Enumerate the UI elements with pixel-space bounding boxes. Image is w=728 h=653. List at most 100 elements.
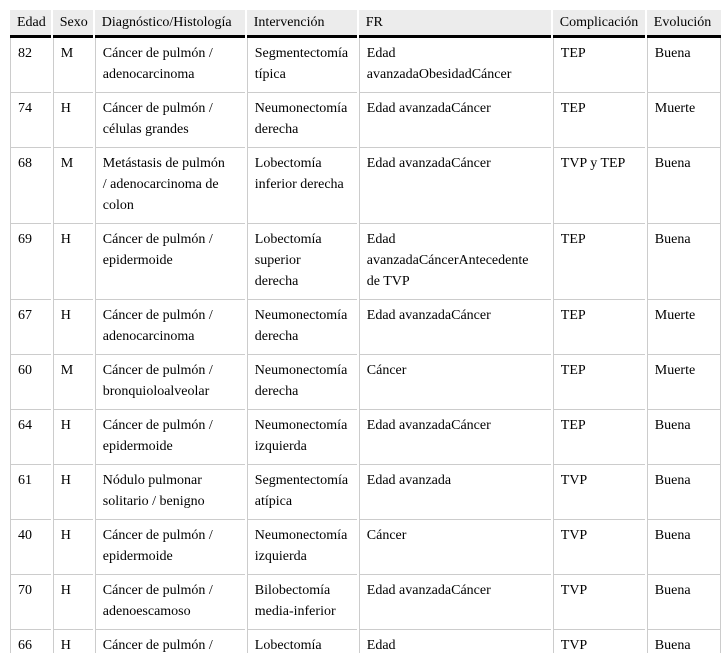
table-row: 64 H Cáncer de pulmón / epidermoide Neumone…	[10, 410, 721, 465]
cell-complicacion: TVP	[552, 575, 645, 630]
cell-fr: Edad avanzadaCáncer	[358, 575, 551, 630]
cell-evolucion: Buena	[646, 38, 721, 93]
column-header-sexo: Sexo	[52, 10, 93, 38]
table-row: 70 H Cáncer de pulmón / adenoescamoso Bilob…	[10, 575, 721, 630]
cell-sexo: M	[52, 38, 93, 93]
cell-sexo: H	[52, 630, 93, 653]
cell-diagnostico: Cáncer de pulmón / epidermoide	[94, 630, 245, 653]
table-row: 40 H Cáncer de pulmón / epidermoide Neumone…	[10, 520, 721, 575]
cell-complicacion: TVP	[552, 630, 645, 653]
cell-edad: 74	[10, 93, 51, 148]
cell-intervencion: Segmentectomía típica	[246, 38, 357, 93]
cell-sexo: H	[52, 410, 93, 465]
cell-sexo: H	[52, 300, 93, 355]
table-row: 61 H Nódulo pulmonar solitario / benigno Se…	[10, 465, 721, 520]
cell-intervencion: Segmentectomía atípica	[246, 465, 357, 520]
cell-sexo: H	[52, 465, 93, 520]
cell-evolucion: Buena	[646, 410, 721, 465]
column-header-intervencion: Intervención	[246, 10, 357, 38]
cell-evolucion: Buena	[646, 520, 721, 575]
column-header-edad: Edad	[10, 10, 51, 38]
patients-table: Edad Sexo Diagnóstico/Histología Interve…	[8, 10, 723, 653]
cell-complicacion: TEP	[552, 355, 645, 410]
column-header-fr: FR	[358, 10, 551, 38]
cell-complicacion: TEP	[552, 224, 645, 300]
cell-evolucion: Muerte	[646, 300, 721, 355]
table-body: 82 M Cáncer de pulmón / adenocarcinoma Segm…	[10, 38, 721, 653]
cell-diagnostico: Cáncer de pulmón / bronquioloalveolar	[94, 355, 245, 410]
cell-edad: 68	[10, 148, 51, 224]
cell-evolucion: Buena	[646, 148, 721, 224]
table-header: Edad Sexo Diagnóstico/Histología Interve…	[10, 10, 721, 38]
cell-diagnostico: Cáncer de pulmón / células grandes	[94, 93, 245, 148]
column-header-diagnostico: Diagnóstico/Histología	[94, 10, 245, 38]
cell-intervencion: Bilobectomía media-inferior	[246, 575, 357, 630]
cell-complicacion: TVP	[552, 465, 645, 520]
cell-sexo: H	[52, 224, 93, 300]
cell-fr: Cáncer	[358, 520, 551, 575]
cell-fr: Cáncer	[358, 355, 551, 410]
cell-edad: 60	[10, 355, 51, 410]
cell-evolucion: Buena	[646, 465, 721, 520]
cell-edad: 40	[10, 520, 51, 575]
cell-intervencion: Neumonectomía izquierda	[246, 410, 357, 465]
table-row: 69 H Cáncer de pulmón / epidermoide Lobecto…	[10, 224, 721, 300]
cell-intervencion: Neumonectomía derecha	[246, 300, 357, 355]
cell-complicacion: TVP y TEP	[552, 148, 645, 224]
cell-fr: Edad avanzada	[358, 465, 551, 520]
cell-edad: 70	[10, 575, 51, 630]
cell-edad: 66	[10, 630, 51, 653]
cell-edad: 64	[10, 410, 51, 465]
cell-evolucion: Buena	[646, 575, 721, 630]
cell-diagnostico: Cáncer de pulmón / epidermoide	[94, 520, 245, 575]
cell-diagnostico: Nódulo pulmonar solitario / benigno	[94, 465, 245, 520]
cell-fr: Edad avanzadaCáncer	[358, 300, 551, 355]
cell-fr: Edad avanzadaCáncerObesidad	[358, 630, 551, 653]
cell-edad: 82	[10, 38, 51, 93]
table-row: 68 M Metástasis de pulmón / adenocarcinoma…	[10, 148, 721, 224]
cell-fr: Edad avanzadaObesidadCáncer	[358, 38, 551, 93]
cell-complicacion: TEP	[552, 300, 645, 355]
header-row: Edad Sexo Diagnóstico/Histología Interve…	[10, 10, 721, 38]
cell-complicacion: TEP	[552, 38, 645, 93]
cell-complicacion: TEP	[552, 93, 645, 148]
cell-intervencion: Neumonectomía derecha	[246, 355, 357, 410]
table-row: 74 H Cáncer de pulmón / células grandes Neu…	[10, 93, 721, 148]
cell-sexo: H	[52, 93, 93, 148]
patients-table-container: Edad Sexo Diagnóstico/Histología Interve…	[8, 10, 728, 653]
cell-complicacion: TVP	[552, 520, 645, 575]
cell-evolucion: Muerte	[646, 355, 721, 410]
cell-intervencion: Lobectomía inferior derecha	[246, 148, 357, 224]
table-row: 60 M Cáncer de pulmón / bronquioloalveolar…	[10, 355, 721, 410]
cell-fr: Edad avanzadaCáncer	[358, 93, 551, 148]
cell-intervencion: Lobectomía superior derecha	[246, 630, 357, 653]
cell-intervencion: Neumonectomía derecha	[246, 93, 357, 148]
cell-sexo: H	[52, 575, 93, 630]
table-row: 82 M Cáncer de pulmón / adenocarcinoma Segm…	[10, 38, 721, 93]
cell-fr: Edad avanzadaCáncer	[358, 148, 551, 224]
cell-diagnostico: Cáncer de pulmón / adenocarcinoma	[94, 300, 245, 355]
column-header-complicacion: Complicación	[552, 10, 645, 38]
column-header-evolucion: Evolución	[646, 10, 721, 38]
cell-edad: 69	[10, 224, 51, 300]
cell-diagnostico: Cáncer de pulmón / epidermoide	[94, 410, 245, 465]
cell-diagnostico: Cáncer de pulmón / adenocarcinoma	[94, 38, 245, 93]
cell-intervencion: Neumonectomía izquierda	[246, 520, 357, 575]
cell-sexo: M	[52, 355, 93, 410]
cell-diagnostico: Cáncer de pulmón / adenoescamoso	[94, 575, 245, 630]
cell-evolucion: Muerte	[646, 93, 721, 148]
cell-diagnostico: Metástasis de pulmón / adenocarcinoma de…	[94, 148, 245, 224]
cell-edad: 61	[10, 465, 51, 520]
table-row: 67 H Cáncer de pulmón / adenocarcinoma Neum…	[10, 300, 721, 355]
cell-diagnostico: Cáncer de pulmón / epidermoide	[94, 224, 245, 300]
cell-evolucion: Buena	[646, 630, 721, 653]
cell-edad: 67	[10, 300, 51, 355]
cell-evolucion: Buena	[646, 224, 721, 300]
cell-intervencion: Lobectomía superior derecha	[246, 224, 357, 300]
cell-sexo: H	[52, 520, 93, 575]
cell-complicacion: TEP	[552, 410, 645, 465]
cell-sexo: M	[52, 148, 93, 224]
cell-fr: Edad avanzadaCáncerAntecedente de TVP	[358, 224, 551, 300]
cell-fr: Edad avanzadaCáncer	[358, 410, 551, 465]
